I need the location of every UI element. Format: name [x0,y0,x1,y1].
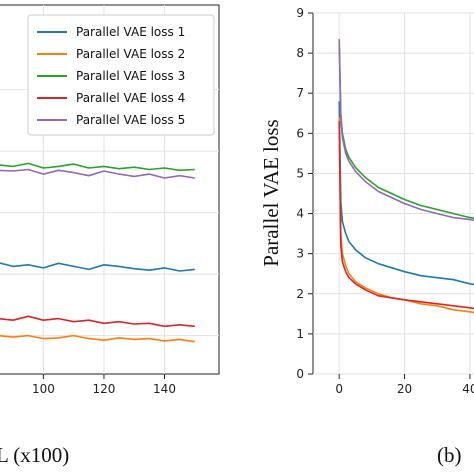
series-line [0,262,195,272]
y-tick-label: 3 [296,247,304,261]
legend-label: Parallel VAE loss 2 [76,47,185,61]
legend: Parallel VAE loss 1 Parallel VAE loss 2 Pa… [27,14,215,136]
legend-label: Parallel VAE loss 1 [76,25,185,39]
y-tick-label: 0 [296,367,304,381]
legend-label: Parallel VAE loss 5 [76,113,185,127]
y-tick-label: 7 [296,86,304,100]
panel-b-frame [312,12,474,375]
x-tick-label: 40 [462,382,474,396]
y-tick-label: 1 [296,327,304,341]
y-tick-label: 9 [296,6,304,20]
series-line [338,39,474,222]
panel-a-x-ticks: 100 120 140 [32,374,176,396]
x-tick-label: 20 [397,382,412,396]
series-line [338,101,474,286]
legend-items: Parallel VAE loss 1 Parallel VAE loss 2 Pa… [37,25,185,127]
legend-box [27,14,215,136]
y-tick-label: 5 [296,166,304,180]
series-line [0,162,195,172]
legend-label: Parallel VAE loss 3 [76,69,185,83]
panel-a-frame [0,4,220,375]
panel-a-lines [0,162,195,343]
series-line [338,117,474,314]
panel-b-caption: (b) [437,443,462,467]
panel-a-xlabel-fragment: L (x100) [0,443,69,467]
y-tick-label: 8 [296,46,304,60]
x-tick-label: 140 [153,382,176,396]
panel-b-x-ticks: 0 20 40 [335,374,474,396]
series-line [338,121,474,310]
panel-b-y-ticks: 0 1 2 3 4 5 6 7 8 9 [296,6,313,381]
y-tick-label: 2 [296,287,304,301]
panel-b-lines [338,39,474,314]
panel-b-ylabel: Parallel VAE loss [259,119,283,266]
panel-b-grid [313,12,474,375]
series-line [0,334,195,343]
legend-label: Parallel VAE loss 4 [76,91,185,105]
x-tick-label: 0 [335,382,343,396]
series-line [0,168,195,179]
y-tick-label: 4 [296,207,304,221]
x-tick-label: 100 [32,382,55,396]
y-tick-label: 6 [296,126,304,140]
x-tick-label: 120 [93,382,116,396]
panel-b: 0 20 40 0 1 2 3 4 5 6 7 8 9 Parallel VAE loss (b) [259,6,474,467]
series-line [0,315,195,328]
series-line [338,41,474,220]
